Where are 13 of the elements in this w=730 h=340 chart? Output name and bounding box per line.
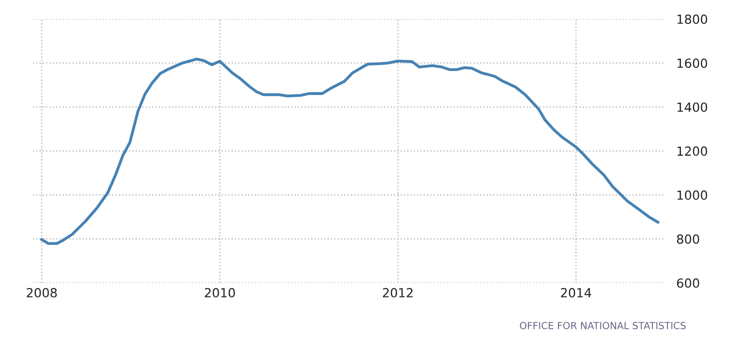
y-tick-label: 800 [676,234,700,244]
x-tick-label: 2014 [561,288,592,298]
text: OFFICE FOR NATIONAL STATISTICS [520,322,686,330]
x-tick-label: 2012 [382,288,413,298]
x-tick-label: 2010 [204,288,235,298]
y-tick-label: 600 [677,278,700,288]
y-tick-label: 1200 [678,146,708,156]
y-tick-label: 1000 [678,190,708,200]
y-tick-label: 1600 [678,58,708,68]
y-tick-label: 1400 [678,102,708,112]
x-tick-label: 2008 [26,288,57,298]
y-tick-label: 1800 [678,14,708,24]
line-series [40,58,660,245]
